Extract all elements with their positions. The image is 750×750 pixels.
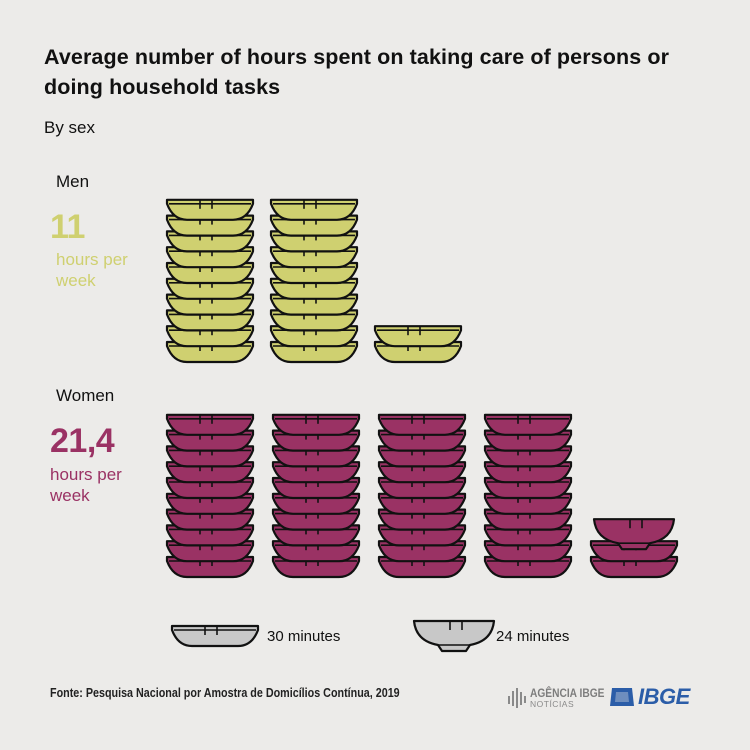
men-unit: hours per week [56, 250, 128, 290]
men-value: 11 [50, 208, 85, 246]
men-bowl-0-9 [165, 198, 255, 221]
women-unit: hours per week [50, 465, 122, 505]
women-value: 21,4 [50, 422, 115, 460]
agencia-logo-icon [508, 688, 526, 708]
legend-flat-bowl-icon [170, 624, 260, 648]
agencia-logo-text: AGÊNCIA IBGE [530, 686, 605, 700]
legend-deep-bowl-icon [412, 619, 496, 653]
legend-label-deep: 24 minutes [496, 628, 570, 645]
men-bowl-1-9 [269, 198, 359, 221]
ibge-logo-text: IBGE [638, 684, 690, 709]
chart-subtitle: By sex [44, 118, 96, 137]
source-note: Fonte: Pesquisa Nacional por Amostra de … [50, 686, 400, 700]
women-deep-bowl-4-0 [592, 518, 676, 551]
men-bowl-2-1 [373, 325, 463, 348]
chart-title: Average number of hours spent on taking … [44, 45, 670, 99]
women-bowl-2-9 [377, 413, 467, 436]
men-label: Men [56, 172, 90, 191]
agencia-logo-subtext: NOTÍCIAS [530, 699, 575, 709]
women-bowl-3-9 [483, 413, 573, 436]
ibge-logo-icon [610, 688, 634, 706]
women-label: Women [56, 386, 115, 405]
women-bowl-0-9 [165, 413, 255, 436]
women-bowl-1-9 [271, 413, 361, 436]
legend-label-flat: 30 minutes [267, 628, 341, 645]
